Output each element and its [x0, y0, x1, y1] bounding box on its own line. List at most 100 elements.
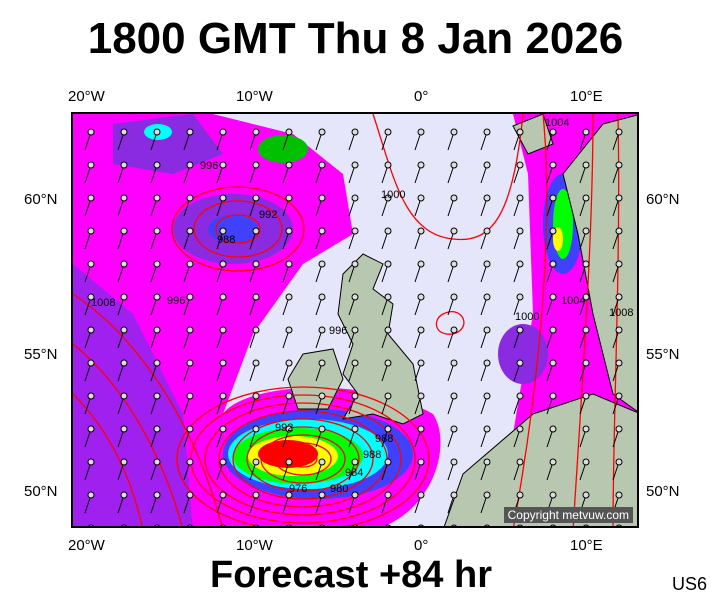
station-marker [615, 128, 623, 136]
station-marker [351, 161, 359, 169]
station-marker [417, 458, 425, 466]
station-marker [615, 326, 623, 334]
station-marker [549, 161, 557, 169]
station-marker [384, 359, 392, 367]
station-marker [582, 194, 590, 202]
station-marker [483, 458, 491, 466]
station-marker [384, 161, 392, 169]
station-marker [120, 227, 128, 235]
station-marker [87, 128, 95, 136]
station-marker [384, 293, 392, 301]
station-marker [219, 227, 227, 235]
isobar [513, 114, 548, 526]
station-marker [384, 392, 392, 400]
station-marker [285, 359, 293, 367]
station-marker [516, 458, 524, 466]
station-marker [483, 359, 491, 367]
station-marker [450, 194, 458, 202]
station-marker [87, 392, 95, 400]
station-marker [252, 491, 260, 499]
station-marker [153, 491, 161, 499]
station-marker [483, 326, 491, 334]
forecast-hour: Forecast +84 hr [210, 554, 492, 596]
station-marker [252, 425, 260, 433]
station-marker [120, 326, 128, 334]
station-marker [186, 425, 194, 433]
station-marker [615, 392, 623, 400]
station-marker [219, 128, 227, 136]
isobar [215, 214, 261, 244]
station-marker [615, 359, 623, 367]
station-marker [385, 524, 391, 526]
station-marker [285, 293, 293, 301]
station-layer [84, 128, 623, 526]
station-marker [450, 293, 458, 301]
station-marker [87, 227, 95, 235]
station-marker [285, 161, 293, 169]
station-marker [153, 260, 161, 268]
isobar-label: 996 [200, 160, 218, 172]
station-marker [186, 458, 194, 466]
station-marker [318, 293, 326, 301]
station-marker [417, 425, 425, 433]
isobar-label: 988 [375, 433, 393, 445]
isobar-label: 1004 [561, 295, 585, 307]
station-marker [351, 425, 359, 433]
isobar-label: 996 [167, 295, 185, 307]
lat-label-left: 50°N [24, 483, 58, 500]
isobar [176, 386, 430, 526]
station-marker [87, 359, 95, 367]
station-marker [351, 194, 359, 202]
station-marker [549, 194, 557, 202]
station-marker [186, 326, 194, 334]
station-marker [516, 359, 524, 367]
station-marker [252, 161, 260, 169]
station-marker [549, 425, 557, 433]
station-marker [516, 326, 524, 334]
station-marker [219, 392, 227, 400]
station-marker [384, 194, 392, 202]
station-marker [252, 128, 260, 136]
lon-label-bottom: 10°W [236, 537, 273, 554]
isobar-label: 992 [259, 209, 277, 221]
station-marker [285, 326, 293, 334]
station-marker [384, 458, 392, 466]
station-marker [153, 161, 161, 169]
station-marker [252, 392, 260, 400]
station-marker [483, 425, 491, 433]
station-marker [450, 458, 458, 466]
station-marker [87, 161, 95, 169]
station-marker [351, 128, 359, 136]
isobar-label: 984 [345, 467, 363, 479]
station-marker [153, 326, 161, 334]
station-marker [582, 392, 590, 400]
station-marker [417, 293, 425, 301]
station-marker [87, 194, 95, 202]
lon-label-top: 0° [414, 88, 429, 105]
map-title: 1800 GMT Thu 8 Jan 2026 [87, 14, 624, 63]
station-marker [549, 392, 557, 400]
station-marker [615, 194, 623, 202]
station-marker [252, 227, 260, 235]
station-marker [516, 260, 524, 268]
lat-label-right: 55°N [646, 346, 680, 363]
isobar [246, 426, 360, 492]
lon-label-bottom: 20°W [68, 537, 105, 554]
station-marker [582, 260, 590, 268]
station-marker [318, 458, 326, 466]
station-marker [384, 326, 392, 334]
station-marker [318, 425, 326, 433]
station-marker [252, 194, 260, 202]
station-marker [285, 458, 293, 466]
station-marker [285, 128, 293, 136]
station-marker [450, 425, 458, 433]
station-marker [318, 194, 326, 202]
station-marker [120, 260, 128, 268]
station-marker [154, 524, 160, 526]
lat-label-right: 50°N [646, 483, 680, 500]
station-marker [153, 359, 161, 367]
station-marker [615, 458, 623, 466]
station-marker [187, 524, 193, 526]
station-marker [120, 161, 128, 169]
station-marker [120, 194, 128, 202]
